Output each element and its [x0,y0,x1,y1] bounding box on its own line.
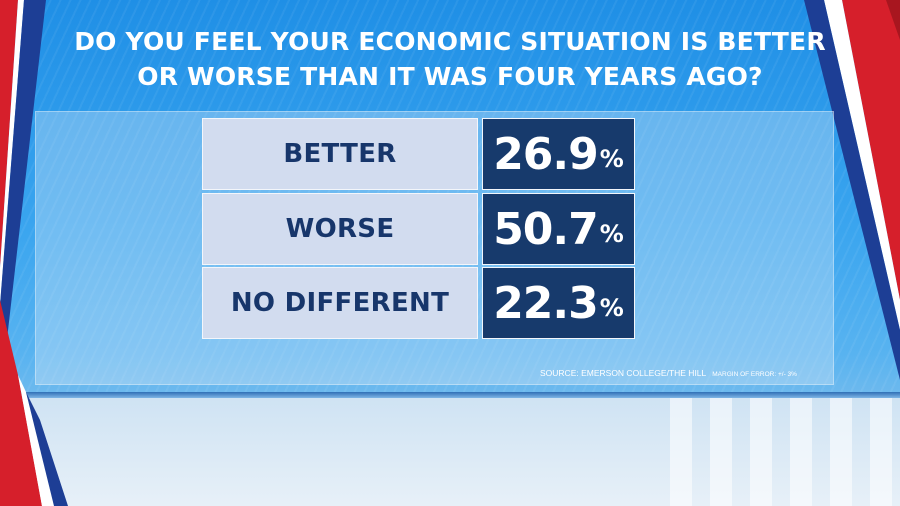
pillar [870,398,892,506]
pillar [750,398,772,506]
value-number-better: 26.9 [493,128,599,180]
floor-line [0,392,900,398]
poll-question-line-1: DO YOU FEEL YOUR ECONOMIC SITUATION IS B… [74,27,826,56]
percent-sign: % [599,145,624,173]
pillar [790,398,812,506]
left-lower-white-stripe [18,375,54,506]
poll-question-line-2: OR WORSE THAN IT WAS FOUR YEARS AGO? [137,62,763,91]
right-dark-red-stripe [886,0,900,40]
answer-label-worse: WORSE [202,193,478,265]
percent-sign: % [599,220,624,248]
value-number-worse: 50.7 [493,203,599,255]
margin-of-error-text: MARGIN OF ERROR: +/- 3% [712,371,797,378]
answer-value-better: 26.9% [482,118,635,190]
background-pillars [640,398,900,506]
poll-question: DO YOU FEEL YOUR ECONOMIC SITUATION IS B… [0,24,900,94]
source-note: SOURCE: EMERSON COLLEGE/THE HILL MARGIN O… [540,368,797,378]
value-number-no-different: 22.3 [493,277,599,329]
pillar [710,398,732,506]
left-lower-blue-stripe [26,392,68,506]
answer-label-no-different: NO DIFFERENT [202,267,478,339]
left-blue-stripe [0,0,46,400]
answer-value-worse: 50.7% [482,193,635,265]
answer-label-better: BETTER [202,118,478,190]
source-text: SOURCE: EMERSON COLLEGE/THE HILL [540,368,707,378]
left-lower-red-stripe [0,300,42,506]
pillar [670,398,692,506]
answer-value-no-different: 22.3% [482,267,635,339]
percent-sign: % [599,294,624,322]
pillar [830,398,852,506]
right-blue-stripe [804,0,900,380]
